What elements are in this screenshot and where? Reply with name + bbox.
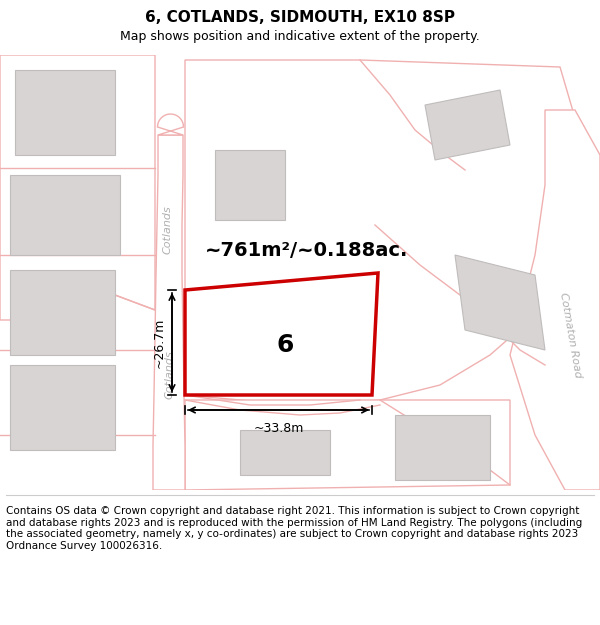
Text: ~26.7m: ~26.7m: [153, 318, 166, 368]
Polygon shape: [10, 365, 115, 450]
Polygon shape: [395, 415, 490, 480]
Polygon shape: [185, 400, 510, 490]
Polygon shape: [215, 150, 285, 220]
Text: 6: 6: [277, 333, 293, 357]
Polygon shape: [15, 70, 115, 155]
Text: ~761m²/~0.188ac.: ~761m²/~0.188ac.: [205, 241, 409, 259]
Polygon shape: [425, 90, 510, 160]
Text: 6, COTLANDS, SIDMOUTH, EX10 8SP: 6, COTLANDS, SIDMOUTH, EX10 8SP: [145, 10, 455, 25]
Text: Contains OS data © Crown copyright and database right 2021. This information is : Contains OS data © Crown copyright and d…: [6, 506, 582, 551]
Text: Cotlands: Cotlands: [165, 351, 175, 399]
Text: Cotlands: Cotlands: [163, 206, 173, 254]
Text: Cotmaton Road: Cotmaton Road: [557, 291, 583, 379]
Polygon shape: [157, 114, 184, 135]
Text: Map shows position and indicative extent of the property.: Map shows position and indicative extent…: [120, 30, 480, 43]
Text: ~33.8m: ~33.8m: [253, 422, 304, 435]
Polygon shape: [510, 110, 600, 490]
Polygon shape: [10, 175, 120, 255]
Polygon shape: [240, 430, 330, 475]
Polygon shape: [455, 255, 545, 350]
Polygon shape: [0, 55, 155, 320]
Polygon shape: [153, 135, 185, 490]
Polygon shape: [185, 60, 590, 405]
Polygon shape: [10, 270, 115, 355]
